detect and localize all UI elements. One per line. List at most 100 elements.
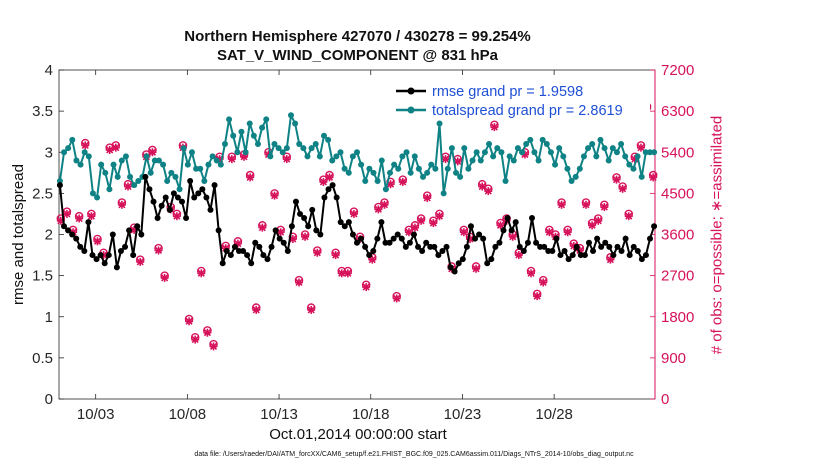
obs-assimilated-point	[93, 237, 102, 246]
rmse-point	[467, 223, 474, 230]
obs-asterisk-stroke	[527, 269, 535, 277]
rmse-point	[203, 194, 210, 201]
obs-asterisk-stroke	[191, 336, 199, 344]
spread-point	[300, 145, 307, 152]
spread-point	[622, 153, 629, 160]
rmse-point	[472, 235, 479, 242]
rmse-point	[130, 252, 137, 259]
obs-asterisk-stroke	[570, 242, 578, 250]
spread-point	[613, 149, 620, 156]
rmse-point	[626, 252, 633, 259]
rmse-point	[69, 231, 76, 238]
spread-point	[465, 165, 472, 172]
rmse-point	[508, 227, 515, 234]
obs-asterisk-stroke	[619, 185, 627, 193]
spread-point	[94, 194, 101, 201]
obs-asterisk-stroke	[454, 157, 462, 165]
rmse-point	[459, 256, 466, 263]
rmse-point	[272, 227, 279, 234]
y-left-tick-label: 2.5	[32, 185, 53, 202]
y-right-tick-label: 0	[661, 391, 669, 408]
obs-asterisk-stroke	[625, 212, 633, 220]
rmse-point	[219, 260, 226, 267]
rmse-point	[443, 243, 450, 250]
obs-asterisk-stroke	[173, 212, 181, 220]
rmse-point	[101, 260, 108, 267]
y-right-tick-label: 5400	[661, 144, 694, 161]
rmse-point	[598, 243, 605, 250]
rmse-point	[97, 252, 104, 259]
spread-point	[618, 141, 625, 148]
spread-point	[69, 136, 76, 143]
spread-point	[221, 141, 228, 148]
rmse-point	[634, 247, 641, 254]
spread-point	[490, 153, 497, 160]
obs-asterisk-stroke	[161, 274, 169, 282]
rmse-point	[647, 235, 654, 242]
rmse-point	[109, 231, 116, 238]
rmse-point	[378, 219, 385, 226]
rmse-point	[122, 243, 129, 250]
obs-assimilated-point	[307, 305, 316, 314]
spread-point	[164, 178, 171, 185]
legend-box	[388, 78, 650, 120]
obs-assimilated-point	[508, 232, 517, 241]
obs-asterisk-stroke	[332, 251, 340, 259]
spread-point	[477, 157, 484, 164]
obs-assimilated-point	[533, 292, 542, 301]
spread-point	[172, 173, 179, 180]
rmse-point	[573, 243, 580, 250]
spread-point	[527, 136, 534, 143]
y-right-tick-label: 4500	[661, 185, 694, 202]
spread-point	[448, 145, 455, 152]
rmse-point	[638, 256, 645, 263]
rmse-point	[305, 223, 312, 230]
spread-point	[147, 169, 154, 176]
obs-assimilated-point	[197, 269, 206, 278]
rmse-point	[113, 264, 120, 271]
obs-assimilated-point	[209, 342, 218, 351]
obs-assimilated-point	[148, 148, 157, 157]
rmse-point	[150, 198, 157, 205]
rmse-point	[390, 235, 397, 242]
rmse-point	[415, 243, 422, 250]
rmse-point	[256, 243, 263, 250]
obs-asterisk-stroke	[374, 205, 382, 213]
obs-asterisk-stroke	[148, 148, 156, 156]
rmse-point	[565, 256, 572, 263]
chart-subtitle: SAT_V_WIND_COMPONENT @ 831 hPa	[216, 47, 499, 64]
rmse-point	[358, 235, 365, 242]
obs-asterisk-stroke	[612, 176, 621, 184]
rmse-point	[85, 219, 92, 226]
spread-point	[98, 161, 105, 168]
obs-asterisk-stroke	[307, 306, 315, 314]
spread-point	[61, 149, 68, 156]
rmse-point	[553, 235, 560, 242]
obs-asterisk-stroke	[81, 141, 89, 149]
spread-point	[391, 161, 398, 168]
obs-assimilated-point	[417, 216, 426, 225]
spread-point	[638, 173, 645, 180]
obs-assimilated-point	[404, 228, 413, 237]
spread-point	[642, 149, 649, 156]
obs-asterisk-stroke	[106, 146, 114, 154]
rmse-point	[610, 252, 617, 259]
obs-asterisk-stroke	[380, 201, 389, 209]
spread-point	[387, 169, 394, 176]
rmse-point	[240, 247, 247, 254]
spread-point	[634, 153, 641, 160]
obs-asterisk-stroke	[460, 228, 468, 236]
y-left-tick-label: 3.5	[32, 103, 53, 120]
obs-asterisk-stroke	[576, 246, 584, 255]
obs-assimilated-point	[594, 216, 603, 225]
rmse-point	[622, 235, 629, 242]
spread-point	[473, 149, 480, 156]
obs-assimilated-point	[124, 182, 133, 191]
obs-asterisk-stroke	[533, 292, 541, 300]
y-left-tick-label: 1.5	[32, 268, 53, 285]
rmse-point	[423, 239, 430, 246]
obs-asterisk-stroke	[258, 224, 266, 232]
spread-point	[263, 116, 270, 123]
obs-assimilated-point	[374, 205, 383, 214]
spread-point	[440, 190, 447, 197]
